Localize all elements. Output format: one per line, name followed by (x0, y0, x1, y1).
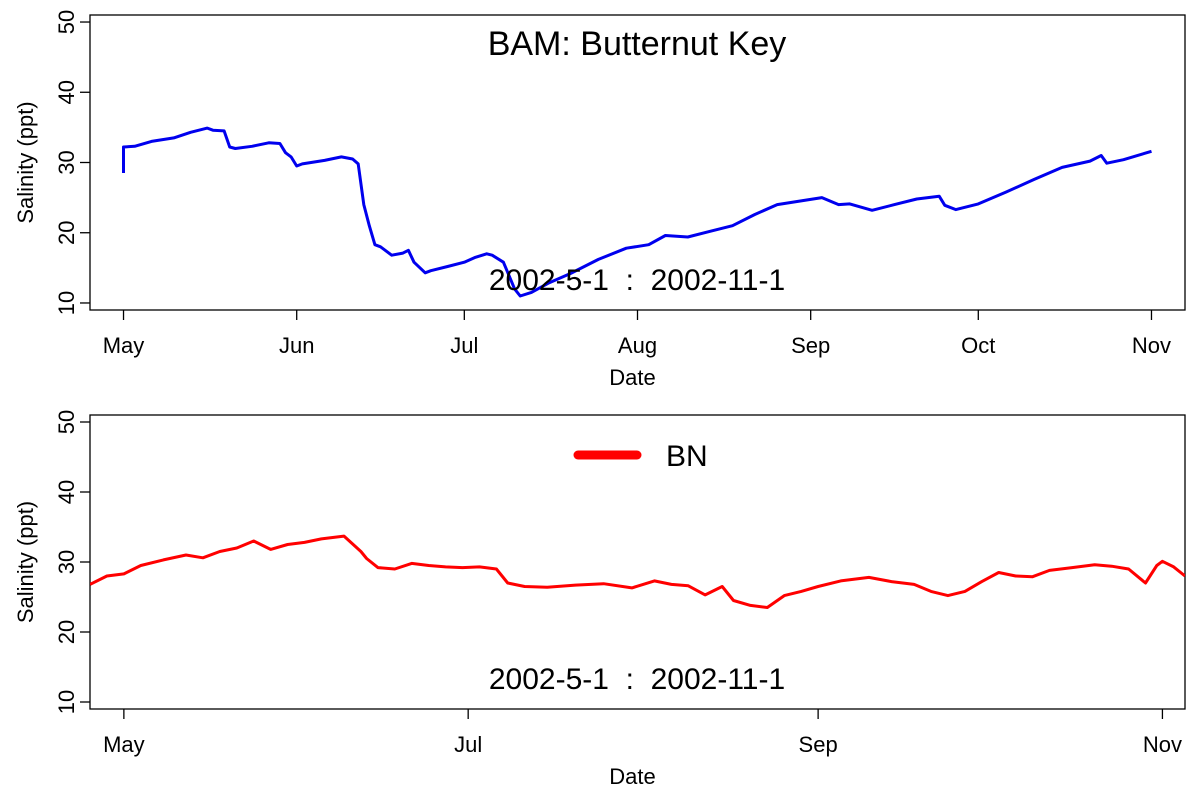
y-tick-label: 40 (54, 80, 79, 104)
y-tick-label: 20 (54, 220, 79, 244)
x-axis-title: Date (609, 365, 655, 390)
y-tick-label: 20 (54, 620, 79, 644)
y-tick-label: 50 (54, 10, 79, 34)
y-axis-title: Salinity (ppt) (13, 501, 38, 623)
y-axis-title: Salinity (ppt) (13, 101, 38, 223)
x-tick-label: Sep (791, 333, 830, 358)
y-tick-label: 10 (54, 690, 79, 714)
x-tick-label: Nov (1143, 732, 1182, 757)
legend-entry: BN (573, 440, 708, 473)
y-tick-label: 50 (54, 410, 79, 434)
x-axis-title: Date (609, 764, 655, 789)
y-tick-label: 30 (54, 150, 79, 174)
y-tick-label: 10 (54, 291, 79, 315)
date-range-annotation: 2002-5-1 : 2002-11-1 (489, 663, 785, 696)
date-range-annotation: 2002-5-1 : 2002-11-1 (489, 264, 785, 297)
chart-title: BAM: Butternut Key (488, 25, 787, 63)
x-tick-label: Sep (799, 732, 838, 757)
series-line-1 (122, 126, 1152, 298)
x-tick-label: Nov (1132, 333, 1171, 358)
x-tick-label: Jun (279, 333, 314, 358)
x-tick-label: Jul (454, 732, 482, 757)
y-tick-label: 30 (54, 550, 79, 574)
legend-label: BN (666, 440, 708, 473)
x-tick-label: May (103, 333, 145, 358)
x-tick-label: Oct (961, 333, 995, 358)
y-tick-label: 40 (54, 480, 79, 504)
x-tick-label: Jul (450, 333, 478, 358)
x-tick-label: Aug (618, 333, 657, 358)
chart-panel-2: 10 20 30 40 50 May Jul Sep Nov Date Salinity (ppt)… (13, 410, 1186, 789)
x-tick-label: May (103, 732, 145, 757)
chart-panel-1: 10 20 30 40 50 May Jun Jul Aug Sep Oct Nov Date Salin… (13, 10, 1186, 390)
series-line-bn (90, 534, 1185, 609)
